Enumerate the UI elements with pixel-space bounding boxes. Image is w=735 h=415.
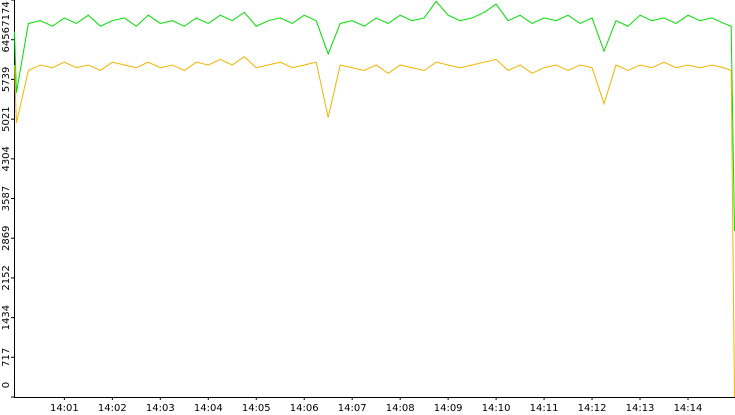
x-tick-label: 14:05	[242, 403, 271, 414]
series-line	[13, 0, 735, 231]
x-tick-label: 14:10	[482, 403, 511, 414]
x-tick-label: 14:02	[98, 403, 127, 414]
series-line	[13, 56, 735, 398]
y-tick-label: 5021	[1, 106, 12, 131]
x-tick-label: 14:06	[290, 403, 319, 414]
x-tick-label: 14:11	[530, 403, 559, 414]
y-tick-label: 4304	[1, 146, 12, 171]
x-tick-label: 14:04	[194, 403, 223, 414]
x-tick-label: 14:01	[50, 403, 79, 414]
y-tick-label: 1434	[1, 305, 12, 330]
y-tick-label: 5739	[1, 67, 12, 92]
y-tick-label: 6456	[1, 27, 12, 52]
x-tick-label: 14:09	[434, 403, 463, 414]
x-tick-label: 14:07	[338, 403, 367, 414]
y-tick-label: 2869	[1, 226, 12, 251]
y-tick-label: 717	[1, 348, 12, 367]
y-tick-label: 2152	[1, 265, 12, 290]
x-tick-label: 14:08	[386, 403, 415, 414]
y-tick-label: 0	[1, 382, 12, 388]
x-tick-label: 14:13	[626, 403, 655, 414]
y-tick-label: 3587	[1, 186, 12, 211]
x-tick-label: 14:12	[578, 403, 607, 414]
x-tick-label: 14:14	[674, 403, 703, 414]
x-tick-label: 14:03	[146, 403, 175, 414]
y-tick-label: 7174	[1, 1, 12, 26]
